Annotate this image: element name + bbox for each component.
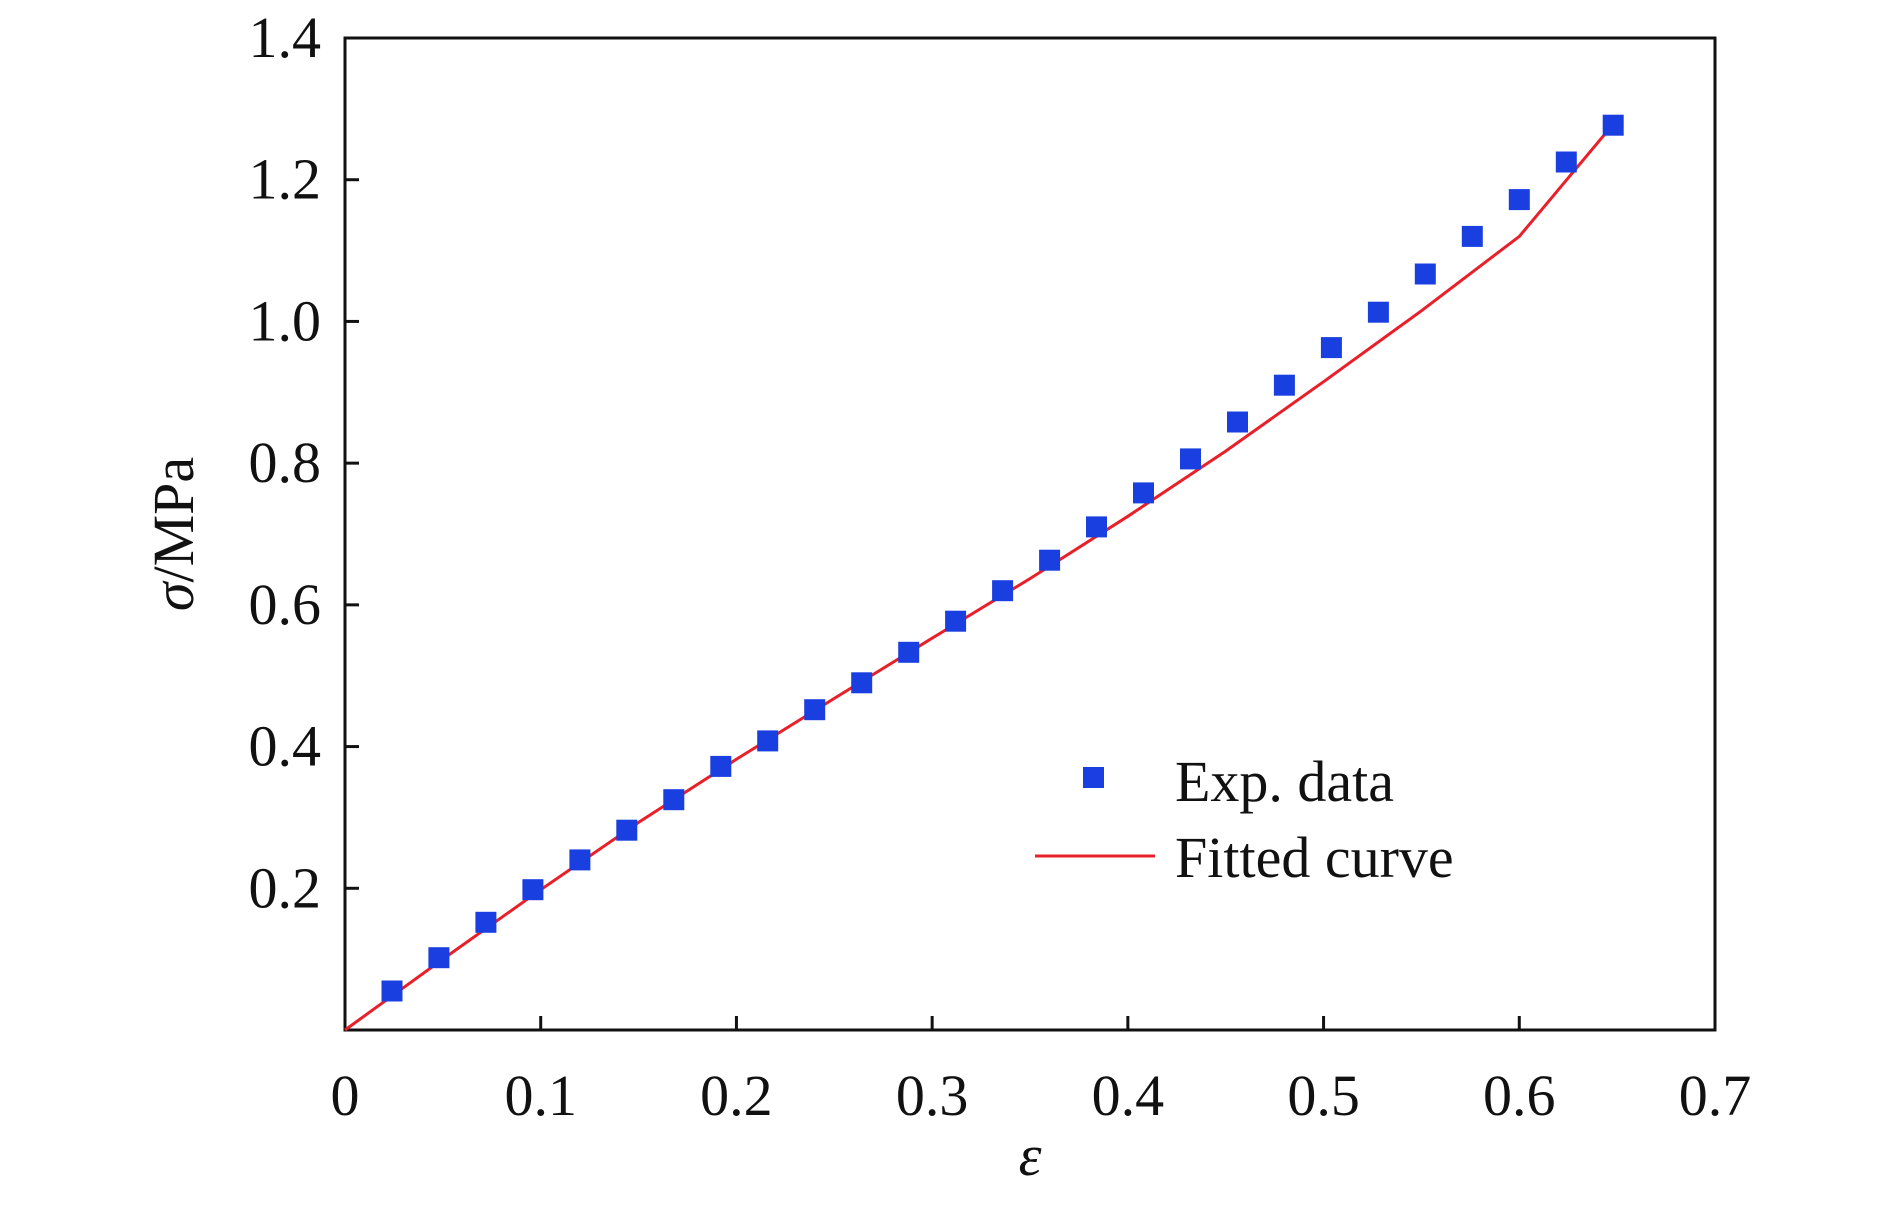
x-tick-label: 0.7 (1679, 1063, 1752, 1128)
legend-label-fitted-curve: Fitted curve (1175, 825, 1454, 890)
data-point (663, 789, 685, 811)
data-point (1555, 151, 1577, 173)
data-point (1273, 374, 1295, 396)
data-point (1086, 516, 1107, 538)
data-point (1461, 225, 1483, 247)
data-point (851, 672, 873, 694)
fitted-curve-layer (344, 118, 1619, 1032)
y-tick-label: 0.4 (249, 714, 322, 779)
x-tick-label: 0.3 (896, 1063, 969, 1128)
legend-marker-exp-data (1083, 767, 1104, 788)
data-point (1367, 301, 1389, 323)
data-point (1227, 411, 1248, 433)
y-axis-ticks: 0.2 0.4 0.6 0.8 1.0 1.2 1.4 (249, 5, 359, 920)
fitted-curve-line (344, 118, 1619, 1032)
data-point (992, 580, 1014, 602)
data-point (1039, 549, 1061, 571)
x-axis-ticks: 0 0.1 0.2 0.3 0.4 0.5 0.6 0.7 (331, 1016, 1752, 1128)
x-tick-label: 0.6 (1483, 1063, 1556, 1128)
y-tick-label: 1.4 (249, 5, 322, 70)
x-tick-label: 0.4 (1092, 1063, 1165, 1128)
x-tick-label: 0.2 (700, 1063, 773, 1128)
y-axis-label-unit: /MPa (141, 457, 206, 583)
data-point (569, 849, 591, 871)
data-point (710, 755, 732, 777)
x-tick-label: 0.1 (504, 1063, 577, 1128)
x-tick-label: 0.5 (1287, 1063, 1360, 1128)
data-point (1508, 189, 1530, 211)
x-tick-label: 0 (331, 1063, 360, 1128)
y-axis-label: σ/MPa (141, 457, 206, 611)
data-point (1414, 263, 1436, 285)
exp-data-points (381, 114, 1624, 1002)
data-point (945, 610, 967, 632)
y-tick-label: 1.0 (249, 288, 322, 353)
plot-frame (343, 36, 1717, 1032)
y-tick-label: 0.2 (249, 855, 322, 920)
data-point (616, 819, 638, 841)
y-tick-label: 0.8 (249, 430, 322, 495)
data-point (757, 730, 779, 752)
data-point (1180, 448, 1201, 470)
data-point (522, 879, 544, 901)
data-point (475, 911, 497, 933)
data-point (1602, 114, 1624, 136)
y-tick-label: 1.2 (249, 147, 322, 212)
x-axis-label: ε (1019, 1123, 1042, 1188)
data-point (1133, 482, 1154, 504)
y-tick-label: 0.6 (249, 572, 322, 637)
y-axis-label-symbol: σ (141, 580, 206, 611)
data-point (428, 947, 450, 969)
data-point (1320, 337, 1342, 359)
data-point (381, 980, 403, 1002)
legend: Exp. data Fitted curve (1035, 749, 1454, 890)
data-point (898, 641, 920, 663)
data-point (804, 699, 826, 721)
legend-label-exp-data: Exp. data (1175, 749, 1394, 814)
